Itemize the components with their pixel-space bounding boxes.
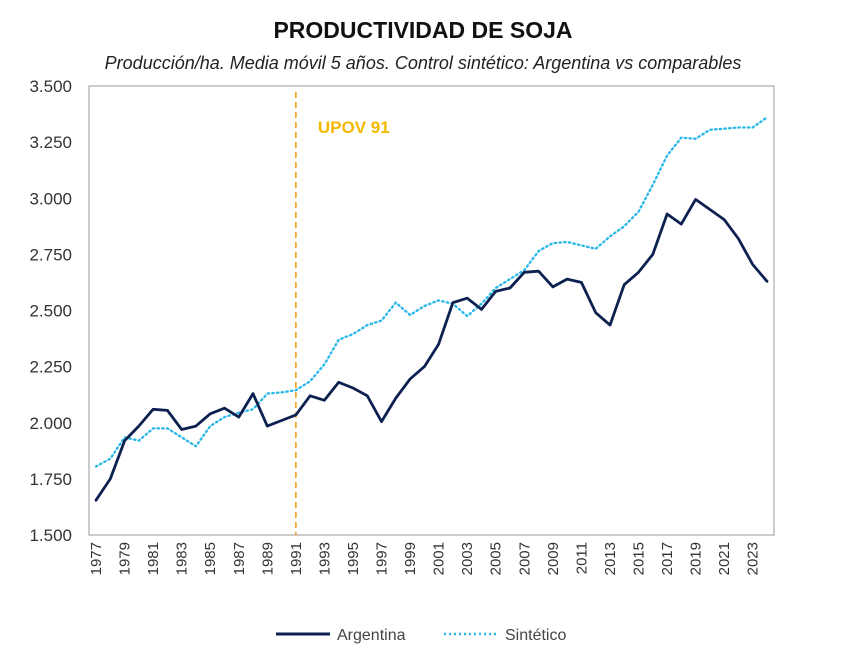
y-tick-label: 3.500 — [29, 77, 72, 96]
x-tick-label: 2005 — [488, 542, 505, 575]
y-tick-label: 3.000 — [29, 189, 72, 208]
series-line-argentina — [94, 197, 769, 502]
series-lines — [94, 116, 769, 502]
x-tick-label: 2007 — [516, 542, 533, 575]
chart-subtitle: Producción/ha. Media móvil 5 años. Contr… — [105, 53, 742, 73]
x-tick-label: 1997 — [374, 542, 391, 575]
y-tick-label: 2.250 — [29, 358, 72, 377]
legend: Argentina Sintético — [276, 627, 566, 644]
upov-91-label: UPOV 91 — [318, 118, 390, 137]
x-tick-label: 1987 — [231, 542, 248, 575]
x-tick-label: 1981 — [145, 542, 162, 575]
y-tick-label: 2.500 — [29, 302, 72, 321]
x-tick-label: 2021 — [716, 542, 733, 575]
x-tick-label: 1991 — [288, 542, 305, 575]
x-tick-label: 2003 — [459, 542, 476, 575]
legend-label-sintetico: Sintético — [505, 627, 566, 644]
y-axis: 1.500 1.750 2.000 2.250 2.500 2.750 3.000 3.250… — [29, 77, 72, 545]
chart-title: PRODUCTIVIDAD DE SOJA — [273, 17, 572, 43]
y-tick-label: 2.000 — [29, 414, 72, 433]
x-tick-label: 2017 — [659, 542, 676, 575]
annotation-group: UPOV 91 — [295, 92, 390, 535]
x-tick-label: 2011 — [573, 542, 590, 574]
x-tick-label: 2009 — [545, 542, 562, 575]
y-tick-label: 2.750 — [29, 245, 72, 264]
x-tick-label: 1983 — [174, 542, 191, 575]
x-tick-label: 2013 — [602, 542, 619, 575]
x-tick-label: 2019 — [688, 542, 705, 575]
series-line-sintetico — [94, 116, 769, 468]
x-tick-label: 1979 — [117, 542, 134, 575]
x-tick-label: 1977 — [88, 542, 105, 575]
x-tick-label: 1999 — [402, 542, 419, 575]
x-tick-label: 1995 — [345, 542, 362, 575]
x-tick-label: 2023 — [745, 542, 762, 575]
y-tick-label: 3.250 — [29, 133, 72, 152]
legend-label-argentina: Argentina — [337, 627, 406, 644]
y-tick-label: 1.750 — [29, 470, 72, 489]
y-tick-label: 1.500 — [29, 526, 72, 545]
x-tick-label: 2001 — [431, 542, 448, 575]
x-tick-label: 1993 — [316, 542, 333, 575]
plot-area-frame — [88, 85, 775, 536]
x-tick-label: 1985 — [202, 542, 219, 575]
x-tick-label: 1989 — [259, 542, 276, 575]
x-axis: 1977 1979 1981 1983 1985 1987 1989 1991 1993 1995… — [88, 542, 762, 575]
x-tick-label: 2015 — [631, 542, 648, 575]
